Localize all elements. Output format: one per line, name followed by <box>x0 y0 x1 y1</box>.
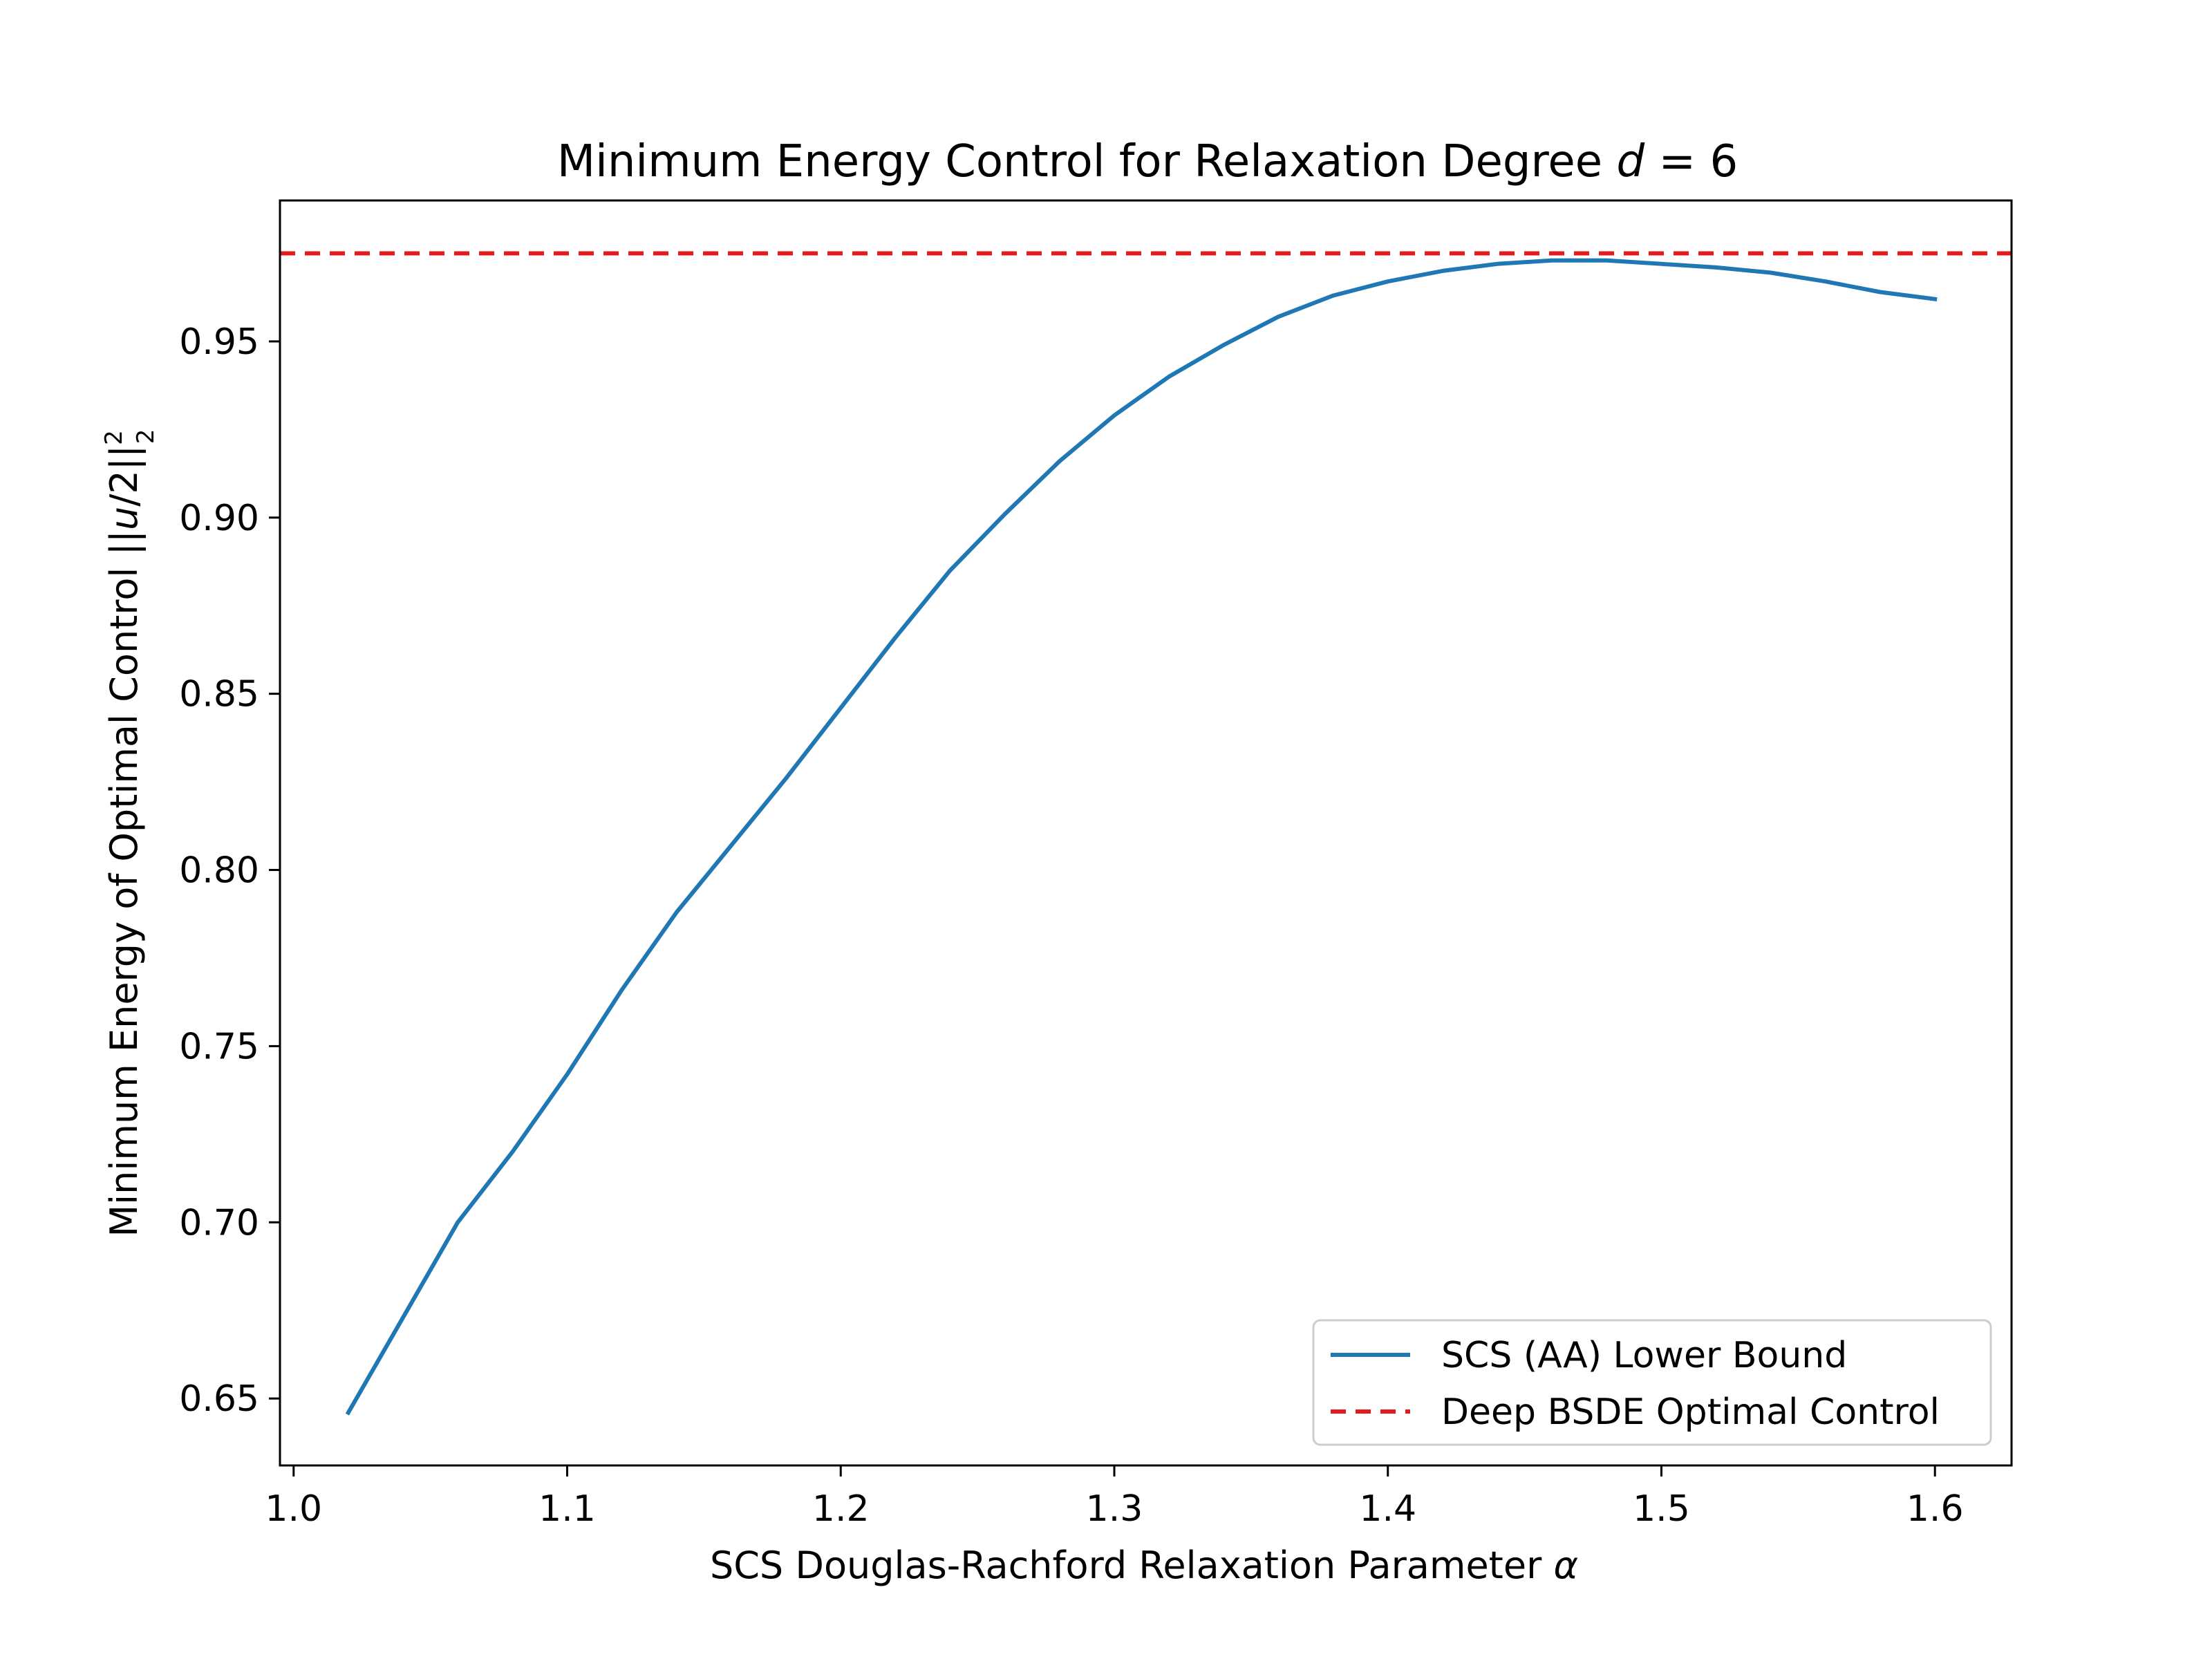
y-axis-label-superscript: 2 <box>100 430 128 445</box>
x-tick-label: 1.4 <box>1359 1488 1416 1530</box>
series-layer <box>280 251 2012 1416</box>
y-axis-label-tail: /2|| <box>102 445 146 507</box>
x-axis-label: SCS Douglas-Rachford Relaxation Paramete… <box>710 1544 1578 1587</box>
x-axis-ticks: 1.0 1.1 1.2 1.3 1.4 1.5 1.6 <box>265 1465 1964 1530</box>
x-tick-label: 1.1 <box>538 1488 596 1530</box>
chart-title-main: Minimum Energy Control for Relaxation De… <box>557 136 1617 187</box>
x-axis-label-main: SCS Douglas-Rachford Relaxation Paramete… <box>710 1544 1554 1587</box>
legend-label-scs-aa-lower-bound: SCS (AA) Lower Bound <box>1441 1335 1847 1376</box>
y-tick-label: 0.75 <box>179 1026 259 1067</box>
y-axis-label-main: Minimum Energy of Optimal Control || <box>102 530 146 1237</box>
y-axis-label-variable: u <box>102 507 146 530</box>
legend-label-deep-bsde-optimal-control: Deep BSDE Optimal Control <box>1441 1391 1940 1433</box>
legend: SCS (AA) Lower Bound Deep BSDE Optimal C… <box>1312 1319 1992 1446</box>
x-tick-label: 1.3 <box>1086 1488 1143 1530</box>
y-axis-label: Minimum Energy of Optimal Control ||u/2|… <box>100 429 160 1237</box>
x-tick-label: 1.0 <box>265 1488 322 1530</box>
y-tick-label: 0.95 <box>179 321 259 363</box>
legend-box <box>1312 1319 1992 1446</box>
x-tick-label: 1.2 <box>812 1488 870 1530</box>
x-axis-label-variable: α <box>1553 1544 1578 1587</box>
axes-frame <box>279 199 2013 1467</box>
y-tick-label: 0.90 <box>179 498 259 539</box>
y-tick-label: 0.65 <box>179 1378 259 1420</box>
x-tick-label: 1.6 <box>1906 1488 1964 1530</box>
y-axis-label-subscript: 2 <box>132 429 160 444</box>
chart-title: Minimum Energy Control for Relaxation De… <box>557 136 1738 187</box>
y-axis-ticks: 0.65 0.70 0.75 0.80 0.85 0.90 0.95 <box>179 321 280 1420</box>
y-tick-label: 0.85 <box>179 674 259 715</box>
x-tick-label: 1.5 <box>1633 1488 1690 1530</box>
chart-title-variable: d <box>1617 136 1645 187</box>
y-tick-label: 0.80 <box>179 850 259 892</box>
chart-title-tail: = 6 <box>1644 136 1738 187</box>
plot-area: 1.0 1.1 1.2 1.3 1.4 1.5 1.6 0.650.700.750.800.… <box>179 199 2013 1530</box>
y-tick-label: 0.70 <box>179 1202 259 1244</box>
series-line-scs-aa-lower-bound <box>345 258 1938 1416</box>
